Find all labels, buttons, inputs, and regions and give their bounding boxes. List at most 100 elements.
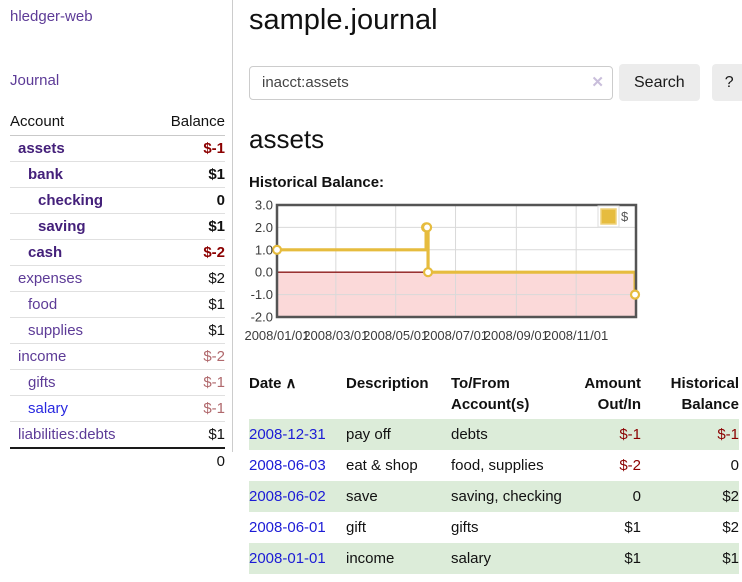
help-button[interactable]: ? [711,64,742,101]
account-balance: $1 [152,213,225,240]
transaction-row: 2008-06-02 save saving, checking 0 $2 [249,481,739,512]
account-balance: 0 [152,187,225,214]
data-point-marker [421,222,433,233]
brand-link[interactable]: hledger-web [10,8,93,25]
transaction-date-link[interactable]: 2008-01-01 [249,550,326,567]
x-axis-tick-label: 2008/07/01 [423,328,488,343]
data-point-marker [629,289,641,300]
transaction-balance: 0 [730,457,739,474]
data-point-marker [422,267,434,278]
account-link[interactable]: bank [28,166,64,183]
account-total-row: 0 [10,447,225,474]
x-axis-tick-label: 2008/03/01 [303,328,368,343]
date-column-header[interactable]: Date ∧ [249,375,297,392]
transaction-row: 2008-01-01 income salary $1 $1 [249,543,739,574]
transaction-balance: $-1 [717,426,739,443]
accounts-column-header: To/From Account(s) [451,375,530,413]
account-link[interactable]: expenses [18,270,83,287]
transaction-date-link[interactable]: 2008-06-01 [249,519,326,536]
account-link[interactable]: assets [18,140,65,157]
transaction-accounts: salary [451,550,492,567]
account-balance: $-1 [152,369,225,396]
transaction-date-link[interactable]: 2008-12-31 [249,426,326,443]
sidebar-item-journal[interactable]: Journal [10,72,60,89]
transaction-date-link[interactable]: 2008-06-02 [249,488,326,505]
account-balance: $-1 [203,140,225,157]
account-link[interactable]: saving [38,218,86,235]
x-axis-tick-label: 2008/09/01 [484,328,549,343]
x-axis-tick-label: 2008/11/01 [544,328,608,343]
balance-column-header: Balance [152,110,225,136]
page-title: sample.journal [249,4,438,36]
account-row: bank $1 [10,161,225,188]
data-point-marker [271,244,283,255]
historical-balance-chart: $3.0 2.0 1.0 0.0 -1.0 -2.0 2008/01/01 2008/03/0… [244,197,649,349]
account-balance: $1 [152,291,225,318]
register-body: 2008-12-31 pay off debts $-1 $-1 2008-06-03 ea… [249,419,739,574]
account-link[interactable]: income [18,348,67,365]
account-balance: $-1 [152,395,225,422]
register-header-row: Date ∧ Description To/From Account(s) Amo… [249,369,739,419]
transaction-row: 2008-06-03 eat & shop food, supplies $-2 0 [249,450,739,481]
transaction-row: 2008-06-01 gift gifts $1 $2 [249,512,739,543]
account-link[interactable]: checking [38,192,104,209]
search-button[interactable]: Search [619,64,700,101]
clear-search-icon[interactable]: ✕ [591,73,604,91]
account-row: supplies $1 [10,317,225,344]
transaction-amount: $-1 [619,426,641,443]
account-row: saving $1 [10,213,225,240]
account-link[interactable]: salary [28,400,69,417]
transaction-description: save [346,488,378,505]
account-balance: $-2 [152,343,225,370]
transaction-row: 2008-12-31 pay off debts $-1 $-1 [249,419,739,450]
account-column-header: Account [10,110,153,136]
y-axis-tick-label: 3.0 [255,198,273,213]
account-link[interactable]: cash [28,244,63,261]
balance-column-header-register: Historical Balance [670,375,739,413]
account-tree-header: Account Balance [10,110,225,136]
transaction-amount: 0 [632,488,641,505]
account-balance: $1 [152,161,225,188]
transaction-accounts: food, supplies [451,457,544,474]
search-form: ✕ Search ? [249,64,742,101]
account-row: food $1 [10,291,225,318]
sidebar: hledger-web Journal Account Balance asse… [0,0,233,474]
legend-swatch [600,208,617,225]
plot-border [275,203,638,319]
transaction-balance: $2 [722,488,739,505]
account-balance: $1 [152,317,225,344]
transaction-description: income [346,550,395,567]
transaction-amount: $1 [624,550,641,567]
transaction-description: gift [346,519,367,536]
account-heading: assets [249,124,325,154]
account-row: liabilities:debts $1 [10,421,225,448]
y-axis-tick-label: 2.0 [255,220,273,235]
transaction-accounts: saving, checking [451,488,562,505]
transaction-balance: $1 [722,550,739,567]
x-axis-tick-label: 2008/05/01 [363,328,428,343]
account-row: salary $-1 [10,395,225,422]
transaction-description: eat & shop [346,457,418,474]
account-tree-body: assets $-1 bank $1 checking 0 saving $1 cash $-2 e… [10,136,225,448]
account-link[interactable]: supplies [28,322,84,339]
transaction-description: pay off [346,426,391,443]
account-link[interactable]: gifts [28,374,56,391]
transaction-accounts: gifts [451,519,479,536]
transaction-amount: $-2 [619,457,641,474]
transaction-amount: $1 [624,519,641,536]
transaction-date-link[interactable]: 2008-06-03 [249,457,326,474]
account-tree-table: Account Balance assets $-1 bank $1 checking 0… [10,110,225,474]
y-axis-tick-label: -2.0 [251,310,273,325]
description-column-header: Description [346,375,429,392]
account-link[interactable]: food [28,296,58,313]
account-row: checking 0 [10,187,225,214]
amount-column-header: Amount Out/In [584,375,641,413]
total-balance: 0 [152,447,225,474]
y-axis-tick-label: -1.0 [251,287,273,302]
transaction-accounts: debts [451,426,488,443]
sort-asc-icon: ∧ [285,375,297,392]
search-input[interactable] [249,65,613,100]
account-link[interactable]: liabilities:debts [18,426,116,443]
account-balance: $-2 [152,239,225,266]
